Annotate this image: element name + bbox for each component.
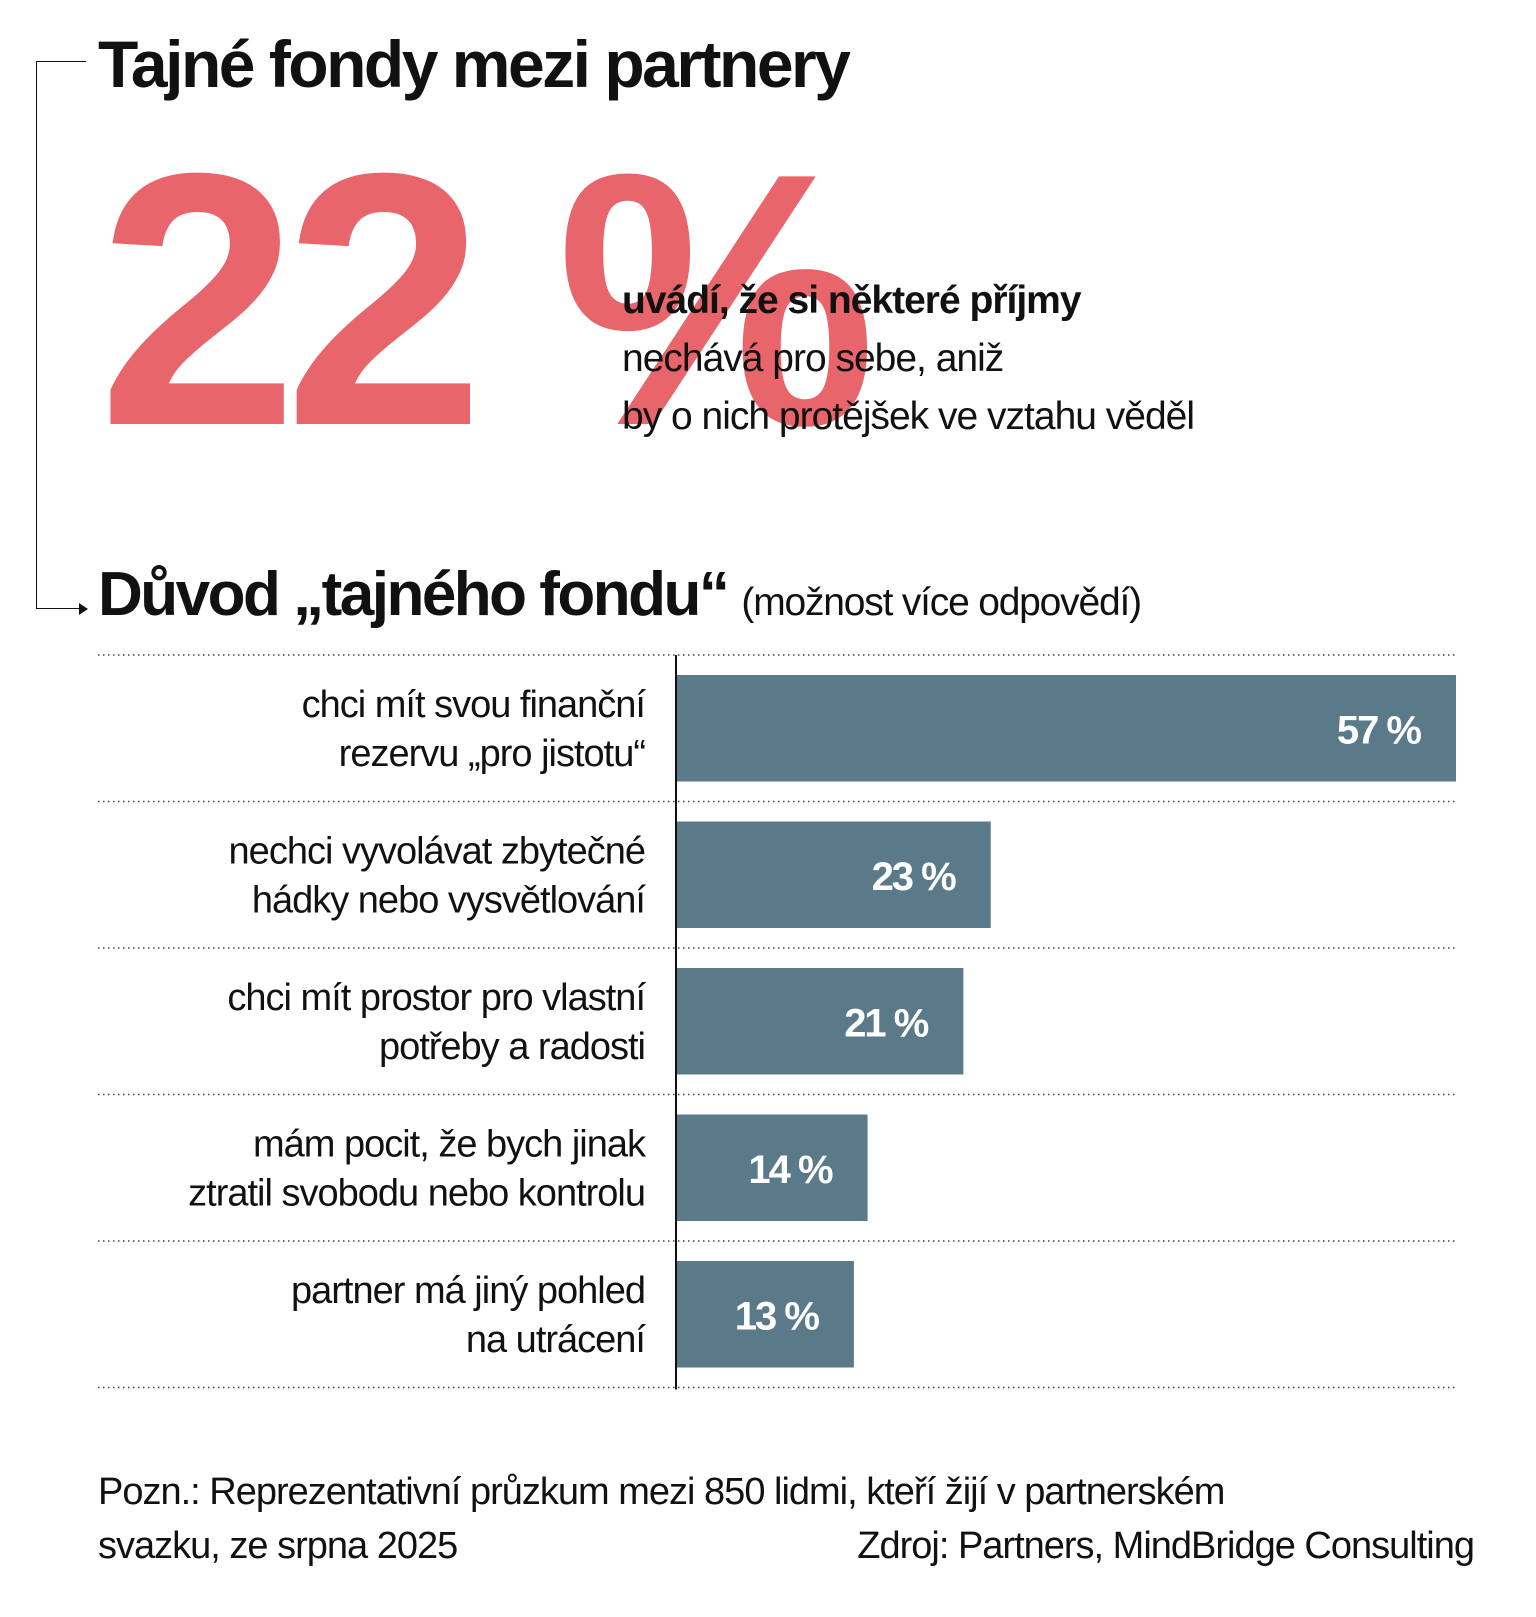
category-label: chci mít prostor pro vlastní bbox=[227, 977, 646, 1019]
connector-top-tick bbox=[36, 61, 86, 62]
category-label: nechci vyvolávat zbytečné bbox=[229, 831, 645, 873]
bar bbox=[676, 821, 991, 928]
bar-value-label: 23 % bbox=[872, 855, 957, 899]
chart-title-main: Důvod „tajného fondu“ bbox=[98, 560, 730, 629]
bar bbox=[676, 675, 1456, 782]
bar-value-label: 13 % bbox=[735, 1294, 820, 1338]
highlight-value: 22 % bbox=[98, 99, 877, 501]
category-label: chci mít svou finanční bbox=[302, 684, 647, 726]
category-label: potřeby a radosti bbox=[379, 1026, 645, 1068]
category-label: ztratil svobodu nebo kontrolu bbox=[188, 1173, 645, 1215]
bar bbox=[676, 1261, 854, 1368]
category-label: hádky nebo vysvětlování bbox=[252, 880, 647, 922]
bar bbox=[676, 1114, 868, 1221]
highlight-desc-line: nechává pro sebe, aniž bbox=[622, 337, 1004, 380]
page-title: Tajné fondy mezi partnery bbox=[98, 27, 851, 101]
category-label: mám pocit, že bych jinak bbox=[253, 1124, 647, 1166]
category-label: na utrácení bbox=[466, 1319, 647, 1361]
connector-line bbox=[36, 61, 37, 609]
footnote-line: svazku, ze srpna 2025 bbox=[98, 1525, 458, 1567]
category-label: rezervu „pro jistotu“ bbox=[339, 733, 646, 775]
arrow-right-icon bbox=[79, 603, 88, 615]
bar-value-label: 57 % bbox=[1337, 708, 1422, 752]
bar-value-label: 21 % bbox=[844, 1001, 929, 1045]
category-label: partner má jiný pohled bbox=[291, 1270, 645, 1312]
connector-bottom-line bbox=[36, 608, 80, 609]
highlight-desc-line: by o nich protějšek ve vztahu věděl bbox=[622, 395, 1195, 438]
footnote-line: Pozn.: Reprezentativní průzkum mezi 850 … bbox=[98, 1471, 1225, 1513]
bar bbox=[676, 968, 964, 1075]
footnote: Pozn.: Reprezentativní průzkum mezi 850 … bbox=[98, 1465, 1225, 1573]
chart-title-note: (možnost více odpovědí) bbox=[741, 581, 1142, 624]
highlight-description: uvádí, že si některé příjmy nechává pro … bbox=[622, 272, 1195, 446]
chart-title: Důvod „tajného fondu“ (možnost více odpov… bbox=[98, 560, 1142, 630]
source-note: Zdroj: Partners, MindBridge Consulting bbox=[857, 1525, 1475, 1567]
bar-value-label: 14 % bbox=[748, 1148, 833, 1192]
highlight-desc-bold: uvádí, že si některé příjmy bbox=[622, 279, 1082, 322]
